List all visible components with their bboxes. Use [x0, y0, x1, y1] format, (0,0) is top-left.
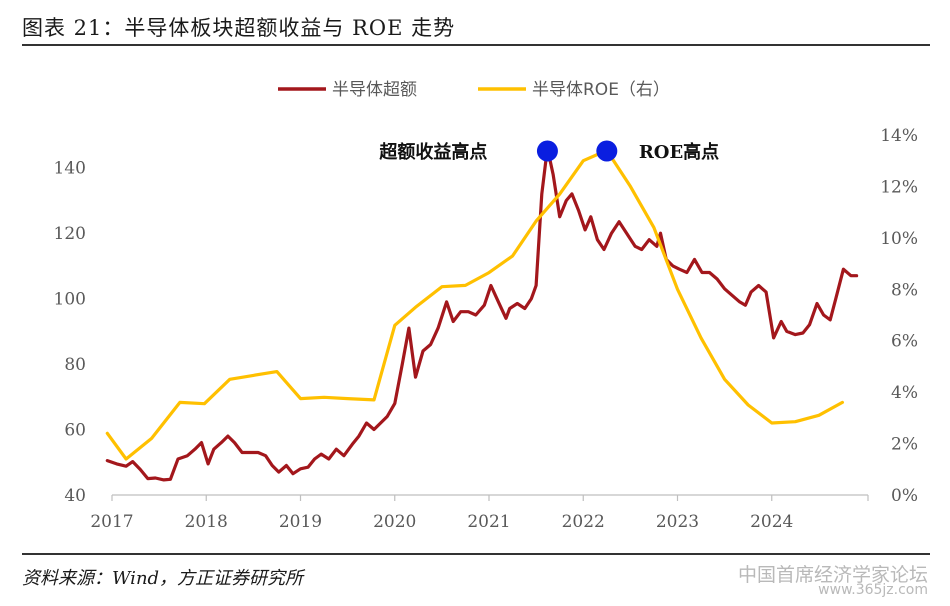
y-left-tick-label: 60: [64, 421, 86, 441]
annotation-label: ROE高点: [639, 141, 719, 163]
x-tick-label: 2022: [562, 512, 605, 532]
y-left-tick-label: 120: [54, 224, 86, 244]
y-left-tick-label: 140: [54, 159, 86, 179]
y-left-tick-label: 100: [54, 290, 86, 310]
legend: 半导体超额 半导体ROE（右）: [278, 80, 670, 100]
x-tick-label: 2024: [750, 512, 793, 532]
watermark-url: www.365jz.com: [818, 582, 928, 598]
y-left-tick-label: 80: [64, 355, 86, 375]
y-right-tick-label: 12%: [880, 177, 918, 197]
y-right-tick-label: 0%: [891, 486, 918, 506]
line-chart: 2017 2018 2019 2020 2021 2022 2023 2024 40 60 80 10…: [54, 80, 918, 532]
x-tick-label: 2018: [185, 512, 228, 532]
series-line-excess-return: [105, 146, 859, 482]
annotation-label: 超额收益高点: [379, 141, 487, 163]
source-note: 资料来源：Wind，方正证券研究所: [22, 568, 304, 589]
y-right-tick-label: 14%: [880, 126, 918, 146]
figure-title: 图表 21：半导体板块超额收益与 ROE 走势: [22, 16, 456, 40]
series-layer: [105, 146, 859, 482]
legend-label: 半导体ROE（右）: [532, 80, 670, 100]
y-right-tick-label: 8%: [891, 280, 918, 300]
x-tick-label: 2023: [656, 512, 699, 532]
annotation-layer: 超额收益高点 ROE高点: [379, 140, 719, 163]
legend-label: 半导体超额: [332, 80, 417, 100]
annotation-marker: [596, 140, 618, 162]
title-rule: [22, 44, 930, 46]
watermark: 中国首席经济学家论坛: [737, 564, 928, 586]
annotation-marker: [536, 140, 558, 162]
footer-rule: [22, 553, 930, 555]
y-right-tick-label: 6%: [891, 332, 918, 352]
x-tick-label: 2020: [373, 512, 416, 532]
series-line-roe: [105, 148, 844, 461]
y-left-tick-label: 40: [64, 486, 86, 506]
y-right-tick-label: 2%: [891, 435, 918, 455]
y-right-tick-label: 10%: [880, 229, 918, 249]
x-tick-label: 2017: [90, 512, 133, 532]
axes: 2017 2018 2019 2020 2021 2022 2023 2024 40 60 80 10…: [54, 126, 918, 532]
x-tick-label: 2019: [279, 512, 322, 532]
x-tick-label: 2021: [467, 512, 510, 532]
y-right-tick-label: 4%: [891, 383, 918, 403]
